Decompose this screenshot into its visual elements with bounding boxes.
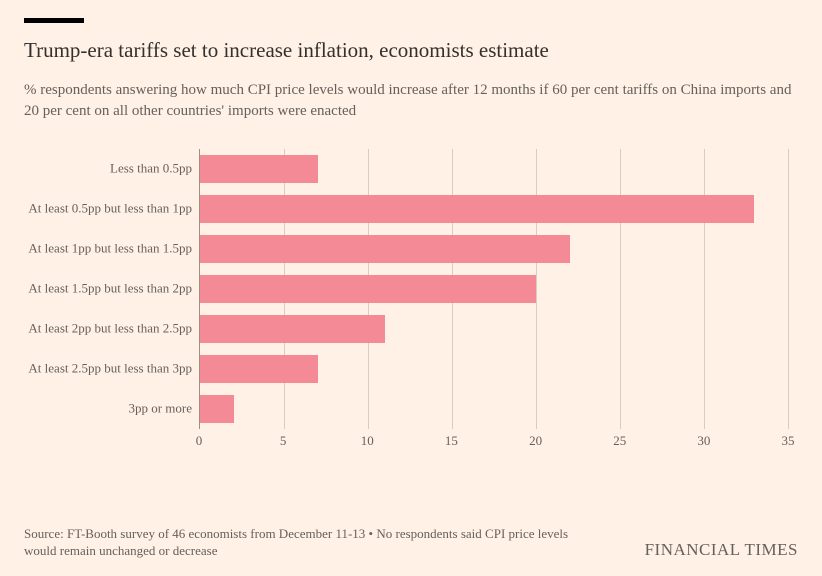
x-tick: 25	[613, 433, 626, 449]
brand-text: FINANCIAL TIMES	[645, 540, 798, 560]
bar-label: At least 1.5pp but less than 2pp	[25, 281, 200, 296]
bar-label: At least 0.5pp but less than 1pp	[25, 201, 200, 216]
chart: Less than 0.5pp At least 0.5pp but less t…	[199, 149, 788, 459]
x-tick: 30	[697, 433, 710, 449]
bar-label: Less than 0.5pp	[25, 161, 200, 176]
grid-line	[704, 149, 705, 429]
x-axis-labels: 05101520253035	[199, 433, 788, 453]
bar-label: At least 1pp but less than 1.5pp	[25, 241, 200, 256]
x-tick: 0	[196, 433, 203, 449]
bar: Less than 0.5pp	[200, 155, 318, 183]
x-tick: 15	[445, 433, 458, 449]
bar: At least 0.5pp but less than 1pp	[200, 195, 754, 223]
source-text: Source: FT-Booth survey of 46 economists…	[24, 525, 584, 560]
bar-label: 3pp or more	[25, 401, 200, 416]
chart-title: Trump-era tariffs set to increase inflat…	[24, 37, 798, 64]
bar-label: At least 2.5pp but less than 3pp	[25, 361, 200, 376]
chart-subtitle: % respondents answering how much CPI pri…	[24, 80, 798, 121]
bar: At least 1.5pp but less than 2pp	[200, 275, 536, 303]
x-tick: 35	[782, 433, 795, 449]
bar-label: At least 2pp but less than 2.5pp	[25, 321, 200, 336]
bar: At least 2.5pp but less than 3pp	[200, 355, 318, 383]
x-tick: 10	[361, 433, 374, 449]
bar: 3pp or more	[200, 395, 234, 423]
grid-line	[620, 149, 621, 429]
bar: At least 2pp but less than 2.5pp	[200, 315, 385, 343]
x-tick: 5	[280, 433, 287, 449]
grid-line	[788, 149, 789, 429]
grid-line	[536, 149, 537, 429]
bar: At least 1pp but less than 1.5pp	[200, 235, 570, 263]
x-tick: 20	[529, 433, 542, 449]
plot-area: Less than 0.5pp At least 0.5pp but less t…	[199, 149, 788, 429]
footer: Source: FT-Booth survey of 46 economists…	[24, 525, 798, 560]
accent-bar	[24, 18, 84, 23]
